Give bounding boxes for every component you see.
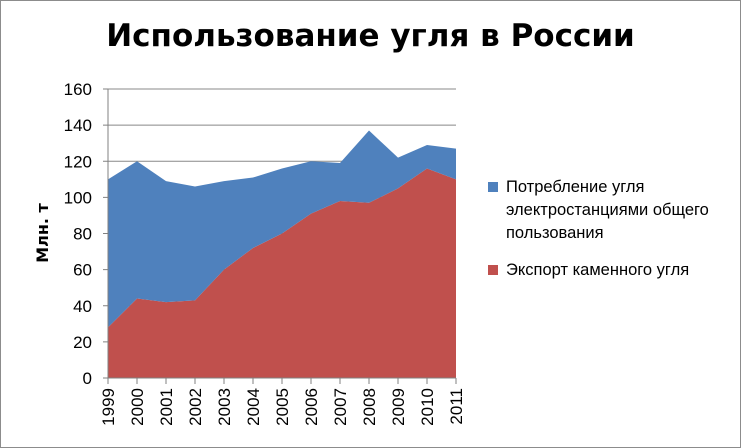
legend: Потребление угля электростанциями общего… [488,176,733,296]
x-tick-label-2010: 2010 [418,388,437,426]
y-tick-label-60: 60 [73,261,92,280]
legend-swatch-export [488,265,498,275]
x-tick-label-1999: 1999 [99,388,118,426]
x-tick-label-2011: 2011 [447,388,466,425]
y-tick-label-40: 40 [73,297,92,316]
area-series-0 [108,168,456,378]
x-tick-label-2007: 2007 [331,388,350,426]
y-tick-label-20: 20 [73,333,92,352]
y-tick-label-0: 0 [83,369,92,388]
x-tick-label-2002: 2002 [186,388,205,426]
legend-swatch-power-plants [488,182,498,192]
y-tick-label-160: 160 [64,80,92,99]
x-tick-label-2004: 2004 [244,388,263,426]
y-tick-label-100: 100 [64,188,92,207]
x-tick-label-2005: 2005 [273,388,292,426]
y-tick-label-80: 80 [73,225,92,244]
y-tick-label-140: 140 [64,116,92,135]
x-tick-label-2008: 2008 [360,388,379,426]
area-series-1 [108,130,456,328]
x-tick-label-2009: 2009 [389,388,408,426]
x-tick-label-2006: 2006 [302,388,321,426]
legend-label-power-plants: Потребление угля электростанциями общего… [506,178,709,242]
y-axis-title: Млн. т [33,202,52,262]
legend-item-export: Экспорт каменного угля [488,259,733,282]
y-tick-label-120: 120 [64,152,92,171]
x-tick-label-2003: 2003 [215,388,234,426]
legend-label-export: Экспорт каменного угля [506,261,690,279]
legend-item-power-plants: Потребление угля электростанциями общего… [488,176,733,245]
chart-title: Использование угля в России [106,18,635,54]
x-tick-label-2001: 2001 [157,388,176,426]
x-tick-label-2000: 2000 [128,388,147,426]
